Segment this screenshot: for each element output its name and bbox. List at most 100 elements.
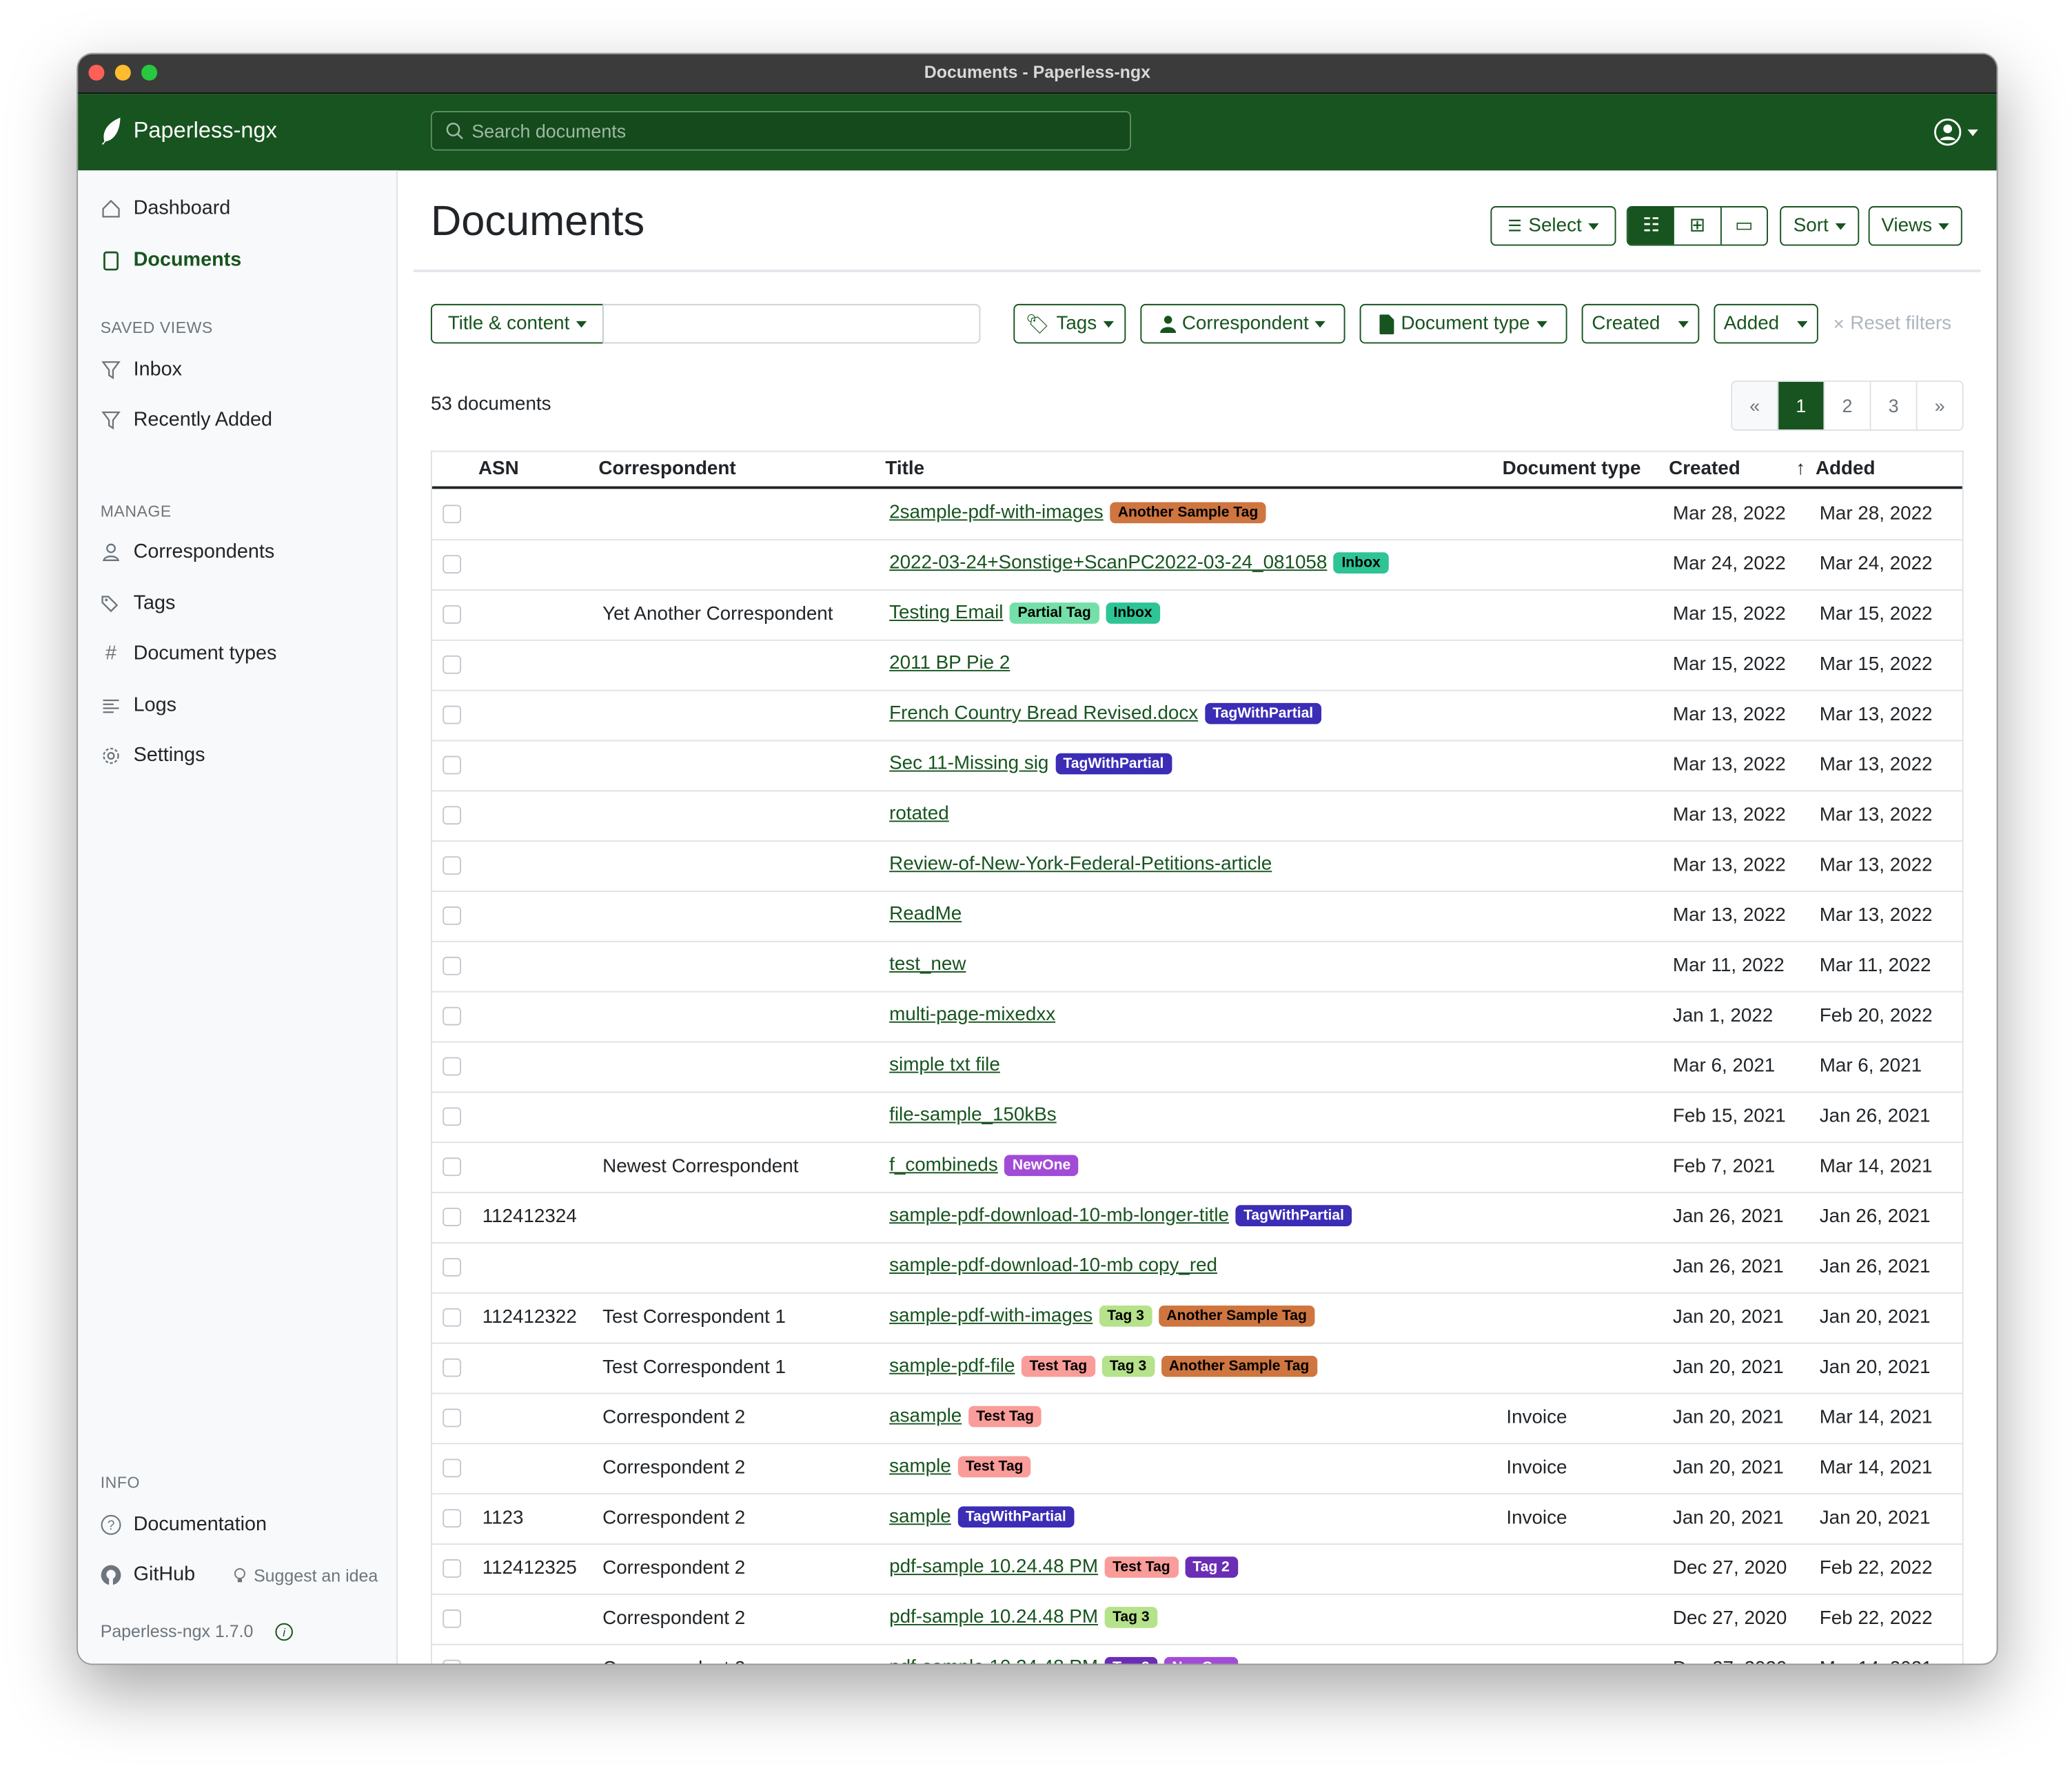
cell-document-type[interactable]: Invoice xyxy=(1506,1508,1567,1529)
tag-badge[interactable]: Tag 3 xyxy=(1101,1355,1155,1377)
row-checkbox[interactable] xyxy=(443,505,462,524)
cell-correspondent[interactable]: Test Correspondent 1 xyxy=(602,1357,786,1379)
row-checkbox[interactable] xyxy=(443,1006,462,1026)
row-checkbox[interactable] xyxy=(443,1208,462,1226)
tag-badge[interactable]: Another Sample Tag xyxy=(1110,502,1266,524)
document-title-link[interactable]: sample xyxy=(889,1506,951,1528)
document-title-link[interactable]: sample-pdf-file xyxy=(889,1355,1015,1377)
sidebar-item-recently-added[interactable]: Recently Added xyxy=(101,408,272,431)
tag-badge[interactable]: Test Tag xyxy=(1104,1556,1179,1578)
row-checkbox[interactable] xyxy=(443,755,462,775)
row-checkbox[interactable] xyxy=(443,956,462,975)
document-title-link[interactable]: pdf-sample 10.24.48 PM xyxy=(889,1556,1098,1578)
text-filter-input[interactable] xyxy=(602,303,981,344)
tag-badge[interactable]: Inbox xyxy=(1333,552,1389,574)
user-menu-button[interactable] xyxy=(1933,118,1978,147)
cell-correspondent[interactable]: Correspondent 2 xyxy=(602,1508,746,1529)
row-checkbox[interactable] xyxy=(443,1609,462,1628)
correspondent-filter-dropdown[interactable]: Correspondent xyxy=(1140,303,1345,344)
tag-badge[interactable]: Test Tag xyxy=(1022,1355,1095,1377)
document-title-link[interactable]: Sec 11-Missing sig xyxy=(889,753,1049,775)
cell-correspondent[interactable]: Correspondent 2 xyxy=(602,1607,746,1630)
document-title-link[interactable]: sample xyxy=(889,1456,951,1478)
tag-badge[interactable]: TagWithPartial xyxy=(1055,753,1172,775)
cell-correspondent[interactable]: Correspondent 2 xyxy=(602,1558,746,1579)
row-checkbox[interactable] xyxy=(443,856,462,875)
created-filter-dropdown[interactable]: Created xyxy=(1581,303,1700,344)
pagination-page-1[interactable]: 1 xyxy=(1777,382,1824,430)
row-checkbox[interactable] xyxy=(443,1559,462,1578)
row-checkbox[interactable] xyxy=(443,1057,462,1076)
select-button[interactable]: ☰ Select xyxy=(1490,206,1616,246)
sidebar-item-github[interactable]: GitHub xyxy=(101,1563,195,1585)
row-checkbox[interactable] xyxy=(443,1157,462,1177)
document-title-link[interactable]: 2011 BP Pie 2 xyxy=(889,652,1010,674)
document-title-link[interactable]: Review-of-New-York-Federal-Petitions-art… xyxy=(889,853,1272,875)
row-checkbox[interactable] xyxy=(443,1107,462,1126)
document-title-link[interactable]: simple txt file xyxy=(889,1054,1000,1076)
document-title-link[interactable]: test_new xyxy=(889,954,966,975)
pagination-prev[interactable]: « xyxy=(1732,382,1778,430)
tag-badge[interactable]: NewOne xyxy=(1004,1155,1079,1177)
tag-badge[interactable]: TagWithPartial xyxy=(957,1506,1075,1528)
pagination-page-3[interactable]: 3 xyxy=(1869,382,1916,430)
document-title-link[interactable]: sample-pdf-with-images xyxy=(889,1305,1093,1327)
reset-filters-button[interactable]: ✕ Reset filters xyxy=(1833,313,1951,334)
cell-correspondent[interactable]: Correspondent 2 xyxy=(602,1457,746,1479)
views-button[interactable]: Views xyxy=(1868,206,1962,246)
cell-correspondent[interactable]: Yet Another Correspondent xyxy=(602,604,833,625)
document-title-link[interactable]: f_combineds xyxy=(889,1155,998,1177)
cell-correspondent[interactable]: Newest Correspondent xyxy=(602,1156,799,1178)
sidebar-item-documentation[interactable]: ? Documentation xyxy=(101,1513,267,1536)
column-header-created[interactable]: Created xyxy=(1669,458,1740,480)
tag-badge[interactable]: Tag 2 xyxy=(1104,1656,1158,1664)
document-title-link[interactable]: ReadMe xyxy=(889,904,962,925)
tag-badge[interactable]: TagWithPartial xyxy=(1235,1205,1352,1226)
cell-correspondent[interactable]: Test Correspondent 1 xyxy=(602,1306,786,1328)
document-title-link[interactable]: multi-page-mixedxx xyxy=(889,1004,1056,1026)
sidebar-item-document-types[interactable]: # Document types xyxy=(101,642,276,665)
pagination-next[interactable]: » xyxy=(1916,382,1962,430)
brand-link[interactable]: Paperless-ngx xyxy=(99,116,277,145)
document-title-link[interactable]: pdf-sample 10.24.48 PM xyxy=(889,1657,1098,1664)
row-checkbox[interactable] xyxy=(443,806,462,825)
cell-document-type[interactable]: Invoice xyxy=(1506,1407,1567,1429)
maximize-window-button[interactable] xyxy=(141,64,158,81)
minimize-window-button[interactable] xyxy=(114,64,131,81)
cell-document-type[interactable]: Invoice xyxy=(1506,1457,1567,1479)
tag-badge[interactable]: Another Sample Tag xyxy=(1158,1305,1315,1327)
sidebar-item-correspondents[interactable]: Correspondents xyxy=(101,540,274,563)
tag-badge[interactable]: Tag 2 xyxy=(1184,1556,1238,1578)
document-title-link[interactable]: sample-pdf-download-10-mb-longer-title xyxy=(889,1205,1229,1226)
display-mode-table-button[interactable]: ☷ xyxy=(1627,207,1675,245)
row-checkbox[interactable] xyxy=(443,1408,462,1428)
document-title-link[interactable]: file-sample_150kBs xyxy=(889,1104,1057,1126)
sidebar-item-documents[interactable]: Documents xyxy=(101,248,241,271)
tag-badge[interactable]: Another Sample Tag xyxy=(1161,1355,1317,1377)
column-header-asn[interactable]: ASN xyxy=(478,458,519,480)
tag-badge[interactable]: Test Tag xyxy=(957,1456,1031,1478)
tag-badge[interactable]: Partial Tag xyxy=(1010,602,1099,624)
row-checkbox[interactable] xyxy=(443,1659,462,1664)
cell-correspondent[interactable]: Correspondent 2 xyxy=(602,1658,745,1664)
document-title-link[interactable]: rotated xyxy=(889,803,949,825)
tag-badge[interactable]: Inbox xyxy=(1105,602,1161,624)
display-mode-small-cards-button[interactable]: ⊞ xyxy=(1674,207,1722,245)
tag-badge[interactable]: TagWithPartial xyxy=(1204,702,1321,724)
sidebar-item-tags[interactable]: Tags xyxy=(101,592,175,614)
row-checkbox[interactable] xyxy=(443,655,462,674)
row-checkbox[interactable] xyxy=(443,906,462,925)
sidebar-item-settings[interactable]: Settings xyxy=(101,744,205,767)
column-header-correspondent[interactable]: Correspondent xyxy=(598,458,736,480)
sort-button[interactable]: Sort xyxy=(1780,206,1860,246)
suggest-idea-link[interactable]: Suggest an idea xyxy=(231,1566,378,1585)
column-header-title[interactable]: Title xyxy=(885,458,925,480)
sidebar-item-inbox[interactable]: Inbox xyxy=(101,358,182,380)
document-title-link[interactable]: 2sample-pdf-with-images xyxy=(889,502,1104,524)
row-checkbox[interactable] xyxy=(443,605,462,624)
close-window-button[interactable] xyxy=(88,64,105,81)
tags-filter-dropdown[interactable]: 🏷︎ Tags xyxy=(1013,303,1126,344)
tag-badge[interactable]: Test Tag xyxy=(968,1405,1042,1428)
row-checkbox[interactable] xyxy=(443,1459,462,1478)
text-filter-mode-dropdown[interactable]: Title & content xyxy=(430,303,605,344)
